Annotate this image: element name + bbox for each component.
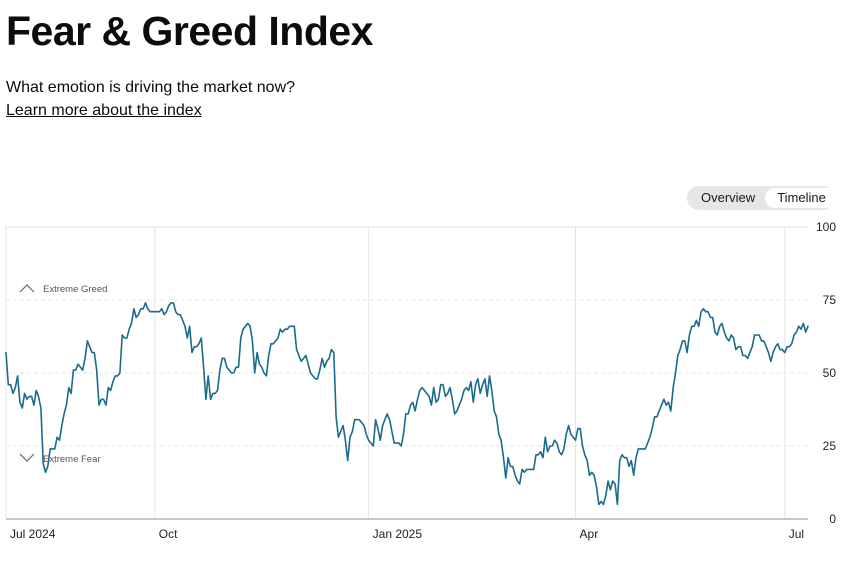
chevron-down-icon <box>19 453 35 462</box>
learn-more-link[interactable]: Learn more about the index <box>6 102 202 119</box>
x-tick-label: Jul 2024 <box>10 527 56 541</box>
y-tick-label: 100 <box>816 220 836 234</box>
overview-toggle-button[interactable]: Overview <box>701 190 756 205</box>
x-tick-label: Oct <box>159 527 178 541</box>
y-tick-label: 75 <box>823 293 837 307</box>
page-subtitle: What emotion is driving the market now? <box>6 79 296 96</box>
zone-label-text: Extreme Fear <box>43 454 101 465</box>
chevron-up-icon <box>19 284 35 293</box>
y-tick-label: 25 <box>823 439 837 453</box>
extreme-fear-label: Extreme Fear <box>19 453 101 465</box>
x-tick-label: Apr <box>580 527 599 541</box>
view-toggle: Overview Timeline <box>687 186 838 210</box>
y-tick-label: 0 <box>829 512 836 526</box>
zone-label-text: Extreme Greed <box>43 284 107 295</box>
x-tick-label: Jul <box>789 527 804 541</box>
extreme-greed-label: Extreme Greed <box>19 284 107 295</box>
series-line <box>5 302 809 506</box>
y-tick-label: 50 <box>823 366 837 380</box>
x-tick-label: Jan 2025 <box>373 527 423 541</box>
page-title: Fear & Greed Index <box>6 8 373 54</box>
timeline-toggle-button[interactable]: Timeline <box>765 188 838 208</box>
